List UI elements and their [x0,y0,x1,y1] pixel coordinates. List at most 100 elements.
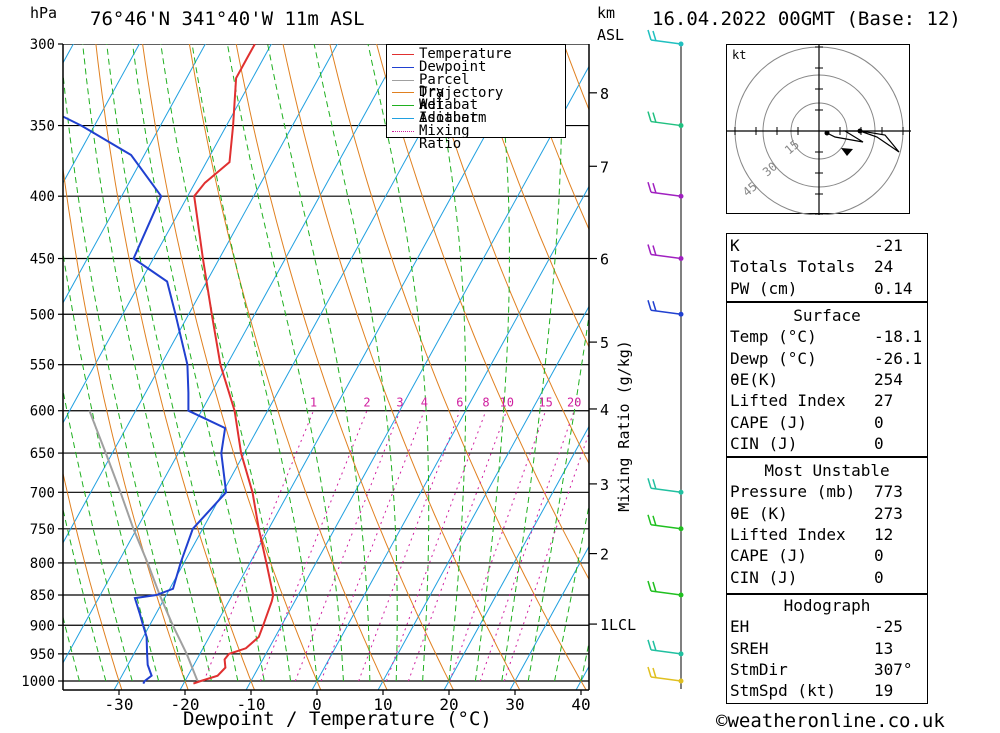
chart-legend: Temperature Dewpoint Parcel Trajectory Dry … [386,44,566,151]
pressure-tick-label: 600 [30,404,55,420]
table-row: CAPE (J) 0 [726,545,928,566]
index-key-totals: Totals Totals [730,257,856,277]
legend-swatch [392,79,414,81]
dry-adiabat-line [282,44,521,690]
pressure-tick-label: 800 [30,556,55,572]
wind-barb-flag [647,666,652,678]
wet-adiabat-line [132,44,265,682]
pressure-tick-label: 1000 [21,674,55,690]
wet-adiabat-line [191,44,318,682]
wet-adiabat-line [428,44,467,682]
wind-barb-flag [652,245,657,256]
wind-barb-flag [647,111,652,122]
sounding-date: 16.04.2022 00GMT (Base: 12) [652,8,961,30]
mu-value: 273 [874,503,903,523]
wind-barb-flag [652,182,657,194]
table-row: CIN (J) 0 [726,433,928,454]
table-row: StmSpd (kt) 19 [726,680,928,701]
legend-label: Isotherm [419,110,487,126]
legend-label: Temperature [419,46,512,62]
copyright-link[interactable]: ©weatheronline.co.uk [716,710,945,732]
table-row: Temp (°C) -18.1 [726,326,928,347]
surface-table: Surface Temp (°C) -18.1 Dewp (°C) -26.1 θE… [726,305,928,454]
dry-adiabat-line [516,44,589,231]
mixing-ratio-line [294,410,401,682]
mixing-ratio-line [320,410,425,682]
surface-value: -18.1 [874,327,923,347]
wet-adiabat-line [106,44,239,682]
hodo-key: SREH [730,638,769,658]
surface-title: Surface [793,306,861,326]
temperature-tick-label: 30 [505,695,524,714]
pressure-tick-label: 900 [30,618,55,634]
hodo-value: 19 [874,681,894,701]
wind-barb-flag [652,479,657,490]
table-row: θE (K) 273 [726,503,928,524]
height-tick-label: 4 [600,401,609,419]
mixing-ratio-label: 15 [538,396,552,410]
surface-value: 0 [874,433,884,453]
index-value-pw: 0.14 [874,278,913,298]
table-row: Dewp (°C) -26.1 [726,348,928,369]
wind-barb-flag [652,581,657,593]
mixing-ratio-label: 4 [421,396,428,410]
wind-barb-flag [652,301,657,312]
mu-value: 12 [874,525,894,545]
surface-key: Temp (°C) [730,327,817,347]
pressure-tick-label: 500 [30,307,55,323]
hodograph-ring-label-30: 30 [760,159,780,179]
mu-value: 773 [874,482,903,502]
pressure-tick-label: 750 [30,522,55,538]
table-row: Lifted Index 12 [726,524,928,545]
dewpoint-line [63,115,228,685]
index-value-k: -21 [874,236,903,256]
height-tick-label: 1LCL [600,616,636,634]
table-row: SREH 13 [726,638,928,659]
wet-adiabat-line [63,615,80,682]
hodograph: kt 15 30 45 [726,44,911,215]
hodograph-table: Hodograph EH -25 SREH 13 StmDir 307° StmSpd… [726,595,928,701]
height-tick-label: 5 [600,334,609,352]
isotherm-line [63,44,272,424]
table-row: Totals Totals 24 [726,256,928,277]
isotherm-line [63,44,140,184]
height-tick-label: 3 [600,476,609,494]
hodograph-unit: kt [732,48,746,62]
dry-adiabat-line [376,44,589,581]
height-tick-label: 7 [600,158,609,176]
pressure-unit-label: hPa [30,4,58,22]
mu-key: CAPE (J) [730,546,808,566]
hodo-key: StmSpd (kt) [730,681,836,701]
isotherm-line [509,545,589,690]
dry-adiabat-line [63,471,123,690]
indices-table: K -21 Totals Totals 24 PW (cm) 0.14 [726,235,928,299]
height-asl-label: ASL [597,26,625,44]
surface-key: Lifted Index [730,391,846,411]
wind-barb-flag [647,580,652,592]
hodograph-ring-label-15: 15 [782,137,802,157]
pressure-tick-label: 950 [30,647,55,663]
pressure-tick-label: 400 [30,189,55,205]
wind-barb-flag [652,515,657,527]
wet-adiabat-line [267,44,371,681]
mixing-ratio-axis-title: Mixing Ratio (g/kg) [615,340,633,512]
table-row: θE(K) 254 [726,369,928,390]
mu-value: 0 [874,567,884,587]
isotherm-line [63,44,404,664]
wind-barb-flag [647,181,652,193]
pressure-tick-label: 350 [30,119,55,135]
legend-swatch [392,54,414,55]
pressure-tick-label: 450 [30,252,55,268]
dry-adiabat-line [142,44,322,690]
most-unstable-table-border [726,457,928,594]
mu-key: Lifted Index [730,525,846,545]
isotherm-line [63,44,206,304]
dry-adiabat-line [63,165,189,690]
legend-swatch [392,92,414,94]
mixing-ratio-line [385,410,487,682]
surface-value: 27 [874,391,894,411]
pressure-tick-label: 550 [30,358,55,374]
height-unit-label: km [597,4,616,22]
mixing-ratio-label: 2 [363,396,370,410]
